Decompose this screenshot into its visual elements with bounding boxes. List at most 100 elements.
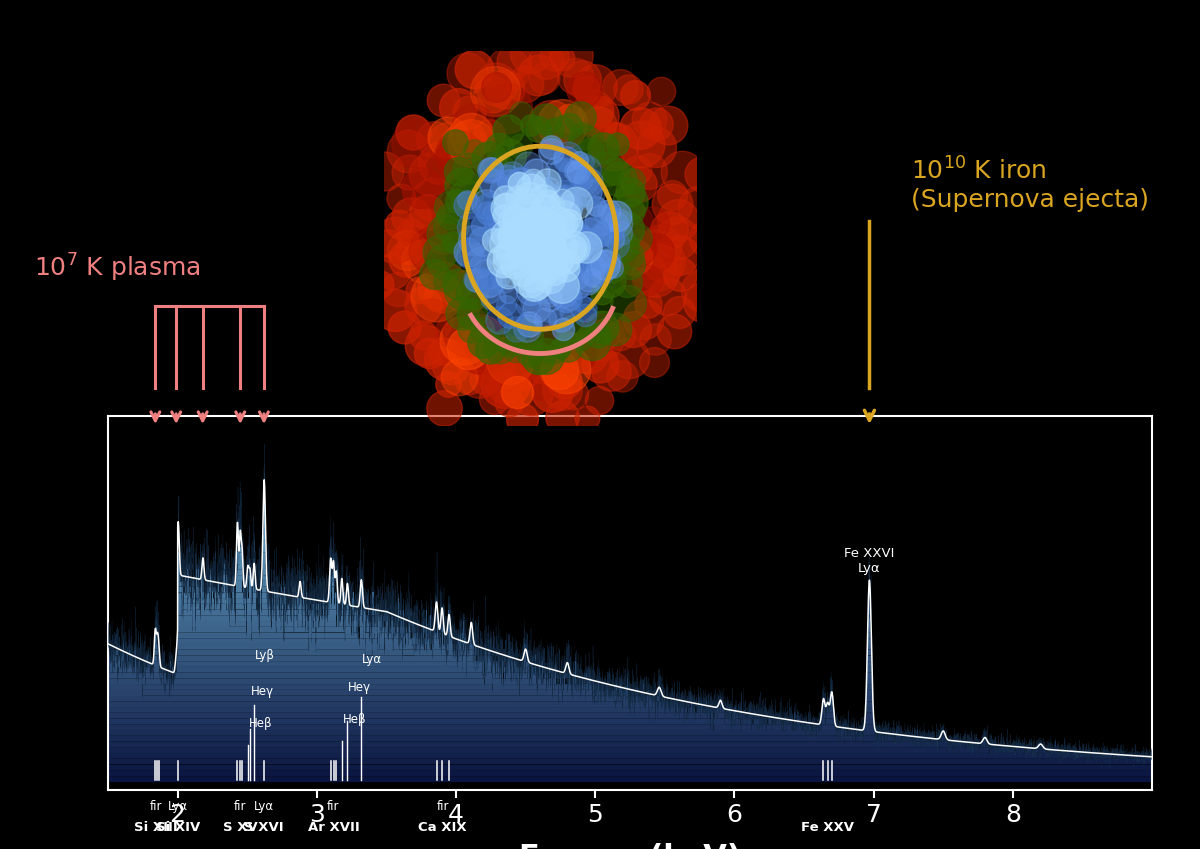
Point [596, 228, 616, 242]
Point [576, 308, 595, 322]
Point [629, 241, 648, 255]
Point [529, 229, 548, 243]
Point [530, 232, 550, 245]
Point [548, 363, 568, 376]
Point [540, 288, 559, 301]
Point [646, 267, 665, 280]
Point [608, 216, 628, 229]
Point [463, 118, 482, 132]
Point [460, 373, 479, 386]
Point [526, 226, 545, 239]
Point [565, 245, 584, 258]
Point [566, 346, 586, 360]
Point [553, 214, 572, 228]
Point [541, 250, 560, 263]
Point [541, 219, 560, 233]
Point [479, 286, 498, 300]
Point [486, 77, 505, 91]
Point [534, 234, 553, 248]
Point [511, 232, 530, 245]
Point [434, 230, 454, 244]
Point [418, 205, 437, 219]
Point [539, 223, 558, 237]
Point [552, 383, 571, 396]
Point [593, 141, 612, 155]
Point [550, 261, 569, 275]
Point [509, 227, 528, 240]
Point [578, 176, 598, 189]
Point [539, 239, 558, 253]
Point [553, 287, 572, 301]
Point [457, 285, 476, 299]
Point [425, 267, 444, 281]
Point [529, 278, 548, 292]
Point [523, 238, 542, 251]
Point [420, 167, 439, 181]
Point [618, 275, 637, 289]
Point [413, 255, 432, 268]
Point [557, 235, 576, 249]
Point [542, 237, 562, 250]
Point [524, 284, 544, 298]
Point [505, 232, 524, 245]
Point [536, 211, 556, 225]
Point [500, 149, 520, 162]
Point [593, 286, 612, 300]
Point [528, 234, 547, 248]
Point [592, 294, 611, 307]
Point [562, 227, 581, 240]
Point [530, 221, 550, 234]
Point [644, 355, 664, 368]
Point [498, 101, 517, 115]
Point [568, 231, 587, 245]
Point [660, 222, 679, 236]
Point [493, 216, 512, 230]
Point [600, 273, 619, 287]
Point [563, 270, 582, 284]
Point [472, 272, 491, 285]
Point [490, 313, 509, 327]
Point [493, 256, 512, 270]
Point [527, 236, 546, 250]
Point [557, 291, 576, 305]
Point [662, 188, 682, 202]
Point [415, 224, 434, 238]
Point [577, 82, 596, 96]
Point [415, 338, 434, 351]
Point [500, 335, 520, 348]
Point [448, 277, 467, 290]
Point [511, 235, 530, 249]
Point [539, 224, 558, 238]
Point [530, 176, 550, 189]
Point [460, 105, 479, 119]
Point [457, 198, 476, 211]
Point [457, 193, 476, 206]
Point [511, 176, 530, 189]
Text: S XV: S XV [222, 821, 257, 835]
Point [529, 232, 548, 245]
Point [536, 240, 556, 254]
Point [542, 222, 562, 235]
Point [625, 250, 644, 264]
Point [551, 194, 570, 208]
Point [521, 217, 540, 231]
Point [562, 256, 581, 269]
Point [512, 235, 532, 249]
Point [511, 107, 530, 121]
Point [385, 303, 404, 317]
Point [518, 227, 538, 240]
Point [462, 221, 481, 234]
Point [560, 48, 580, 62]
Point [532, 227, 551, 240]
Point [548, 226, 568, 239]
Point [529, 227, 548, 240]
Point [533, 255, 552, 268]
Point [496, 201, 515, 215]
Point [514, 227, 533, 240]
Point [607, 216, 626, 230]
Point [528, 232, 547, 245]
Point [527, 218, 546, 232]
Point [520, 318, 539, 331]
Point [544, 220, 563, 233]
Point [502, 209, 521, 222]
